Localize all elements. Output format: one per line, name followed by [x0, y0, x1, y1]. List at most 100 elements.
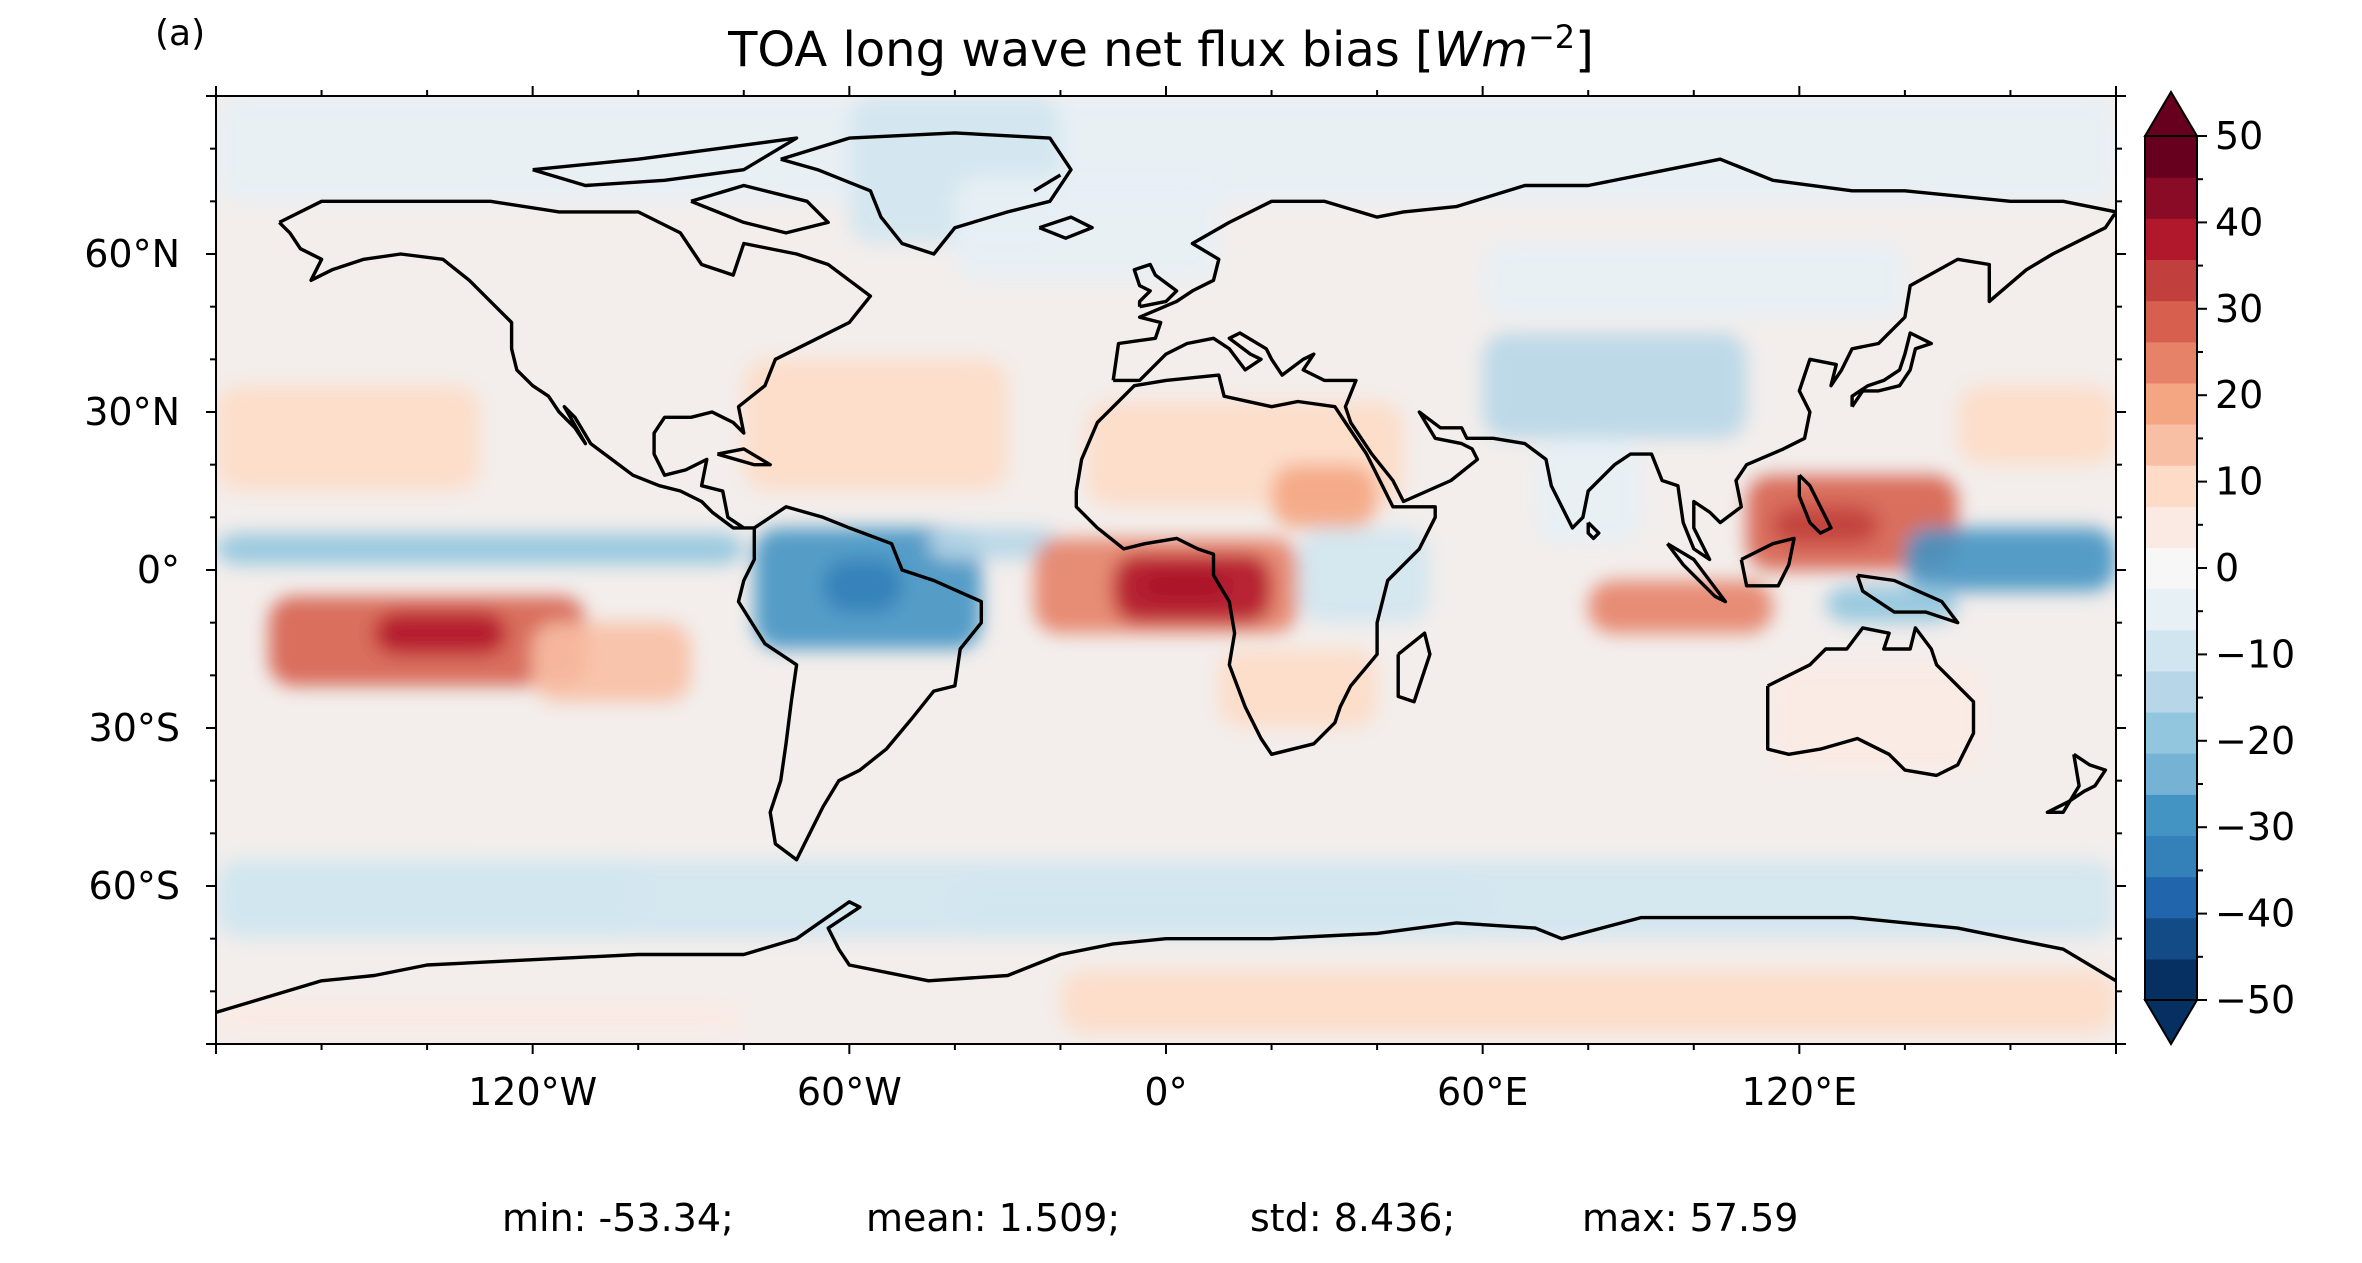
bias-patch	[928, 527, 1061, 560]
lon-tick-label: 60°E	[1437, 1070, 1528, 1114]
lon-tick-label: 60°W	[797, 1070, 902, 1114]
lon-tick-label: 0°	[1144, 1070, 1187, 1114]
colorbar-tick-label: 10	[2215, 460, 2263, 504]
stat-mean: mean: 1.509;	[866, 1196, 1121, 1240]
bias-patch	[216, 385, 480, 491]
bias-patch	[1904, 527, 2116, 592]
bias-patch	[1588, 580, 1773, 634]
chart-title: TOA long wave net flux bias [Wm−2]	[727, 18, 1594, 78]
colorbar-segment	[2145, 958, 2197, 1001]
borneo-coast	[1739, 536, 1796, 588]
stat-std: std: 8.436;	[1250, 1196, 1456, 1240]
lat-tick-label: 60°S	[89, 864, 180, 908]
baffin-island	[690, 183, 830, 235]
colorbar-segment	[2145, 177, 2197, 219]
colorbar-segment	[2145, 300, 2197, 343]
bias-patch	[1482, 243, 1905, 318]
colorbar-segment	[2145, 547, 2197, 590]
bias-map	[216, 96, 2116, 1044]
colorbar-segment	[2145, 629, 2197, 672]
stat-min: min: -53.34;	[502, 1196, 734, 1240]
lat-tick-label: 60°N	[84, 232, 180, 276]
title-close: ]	[1575, 22, 1594, 78]
colorbar-tick-label: −20	[2215, 719, 2295, 763]
colorbar-segment	[2145, 917, 2197, 960]
philippines-coast	[1797, 473, 1833, 535]
colorbar-segment	[2145, 136, 2197, 178]
colorbar-segment	[2145, 465, 2197, 507]
colorbar-tick-label: −50	[2215, 978, 2295, 1022]
colorbar-tick-label: 30	[2215, 287, 2263, 331]
colorbar-segment	[2145, 588, 2197, 631]
bias-patch	[954, 175, 1219, 281]
lon-tick-label: 120°W	[468, 1070, 597, 1114]
eurasia-coast	[1111, 157, 2116, 562]
colorbar-tick-label: 0	[2215, 546, 2239, 590]
bias-patch	[1482, 333, 1747, 439]
statistics-line: min: -53.34; mean: 1.509; std: 8.436; ma…	[0, 1196, 2362, 1256]
greenland-east-islands	[1033, 173, 1062, 193]
colorbar-tick-label: −40	[2215, 892, 2295, 936]
colorbar-tick-label: 20	[2215, 373, 2263, 417]
bias-patch	[743, 359, 1008, 491]
bias-patch	[954, 886, 1483, 929]
stat-max: max: 57.59	[1582, 1196, 1799, 1240]
south-america-coast	[736, 505, 983, 862]
bias-patch	[1297, 527, 1430, 623]
panel-label: (a)	[155, 13, 205, 54]
greenland-coast	[780, 131, 1073, 256]
title-exponent: −2	[1528, 18, 1575, 56]
bias-patch	[532, 622, 691, 702]
lat-tick-label: 30°N	[84, 390, 180, 434]
new-zealand-coast	[2045, 752, 2108, 814]
sri-lanka-coast	[1586, 521, 1601, 541]
madagascar-coast	[1396, 631, 1432, 704]
colorbar-segment	[2145, 753, 2197, 795]
colorbar-extend-min	[2143, 999, 2199, 1046]
britain-coast	[1132, 262, 1179, 309]
bias-patch	[216, 533, 744, 565]
canadian-arctic-islands	[532, 136, 799, 188]
colorbar-segment	[2145, 712, 2197, 754]
colorbar-segment	[2145, 341, 2197, 384]
colorbar-segment	[2145, 835, 2197, 878]
bias-patch	[1113, 554, 1272, 623]
japan-coast	[1850, 331, 1934, 408]
bias-patch	[1772, 664, 1985, 771]
lon-tick-label: 120°E	[1742, 1070, 1858, 1114]
colorbar-segment	[2145, 382, 2197, 425]
australia-coast	[1765, 626, 1976, 778]
colorbar-segment	[2145, 424, 2197, 466]
lat-tick-label: 30°S	[89, 706, 180, 750]
colorbar-segment	[2145, 506, 2197, 549]
longitude-axis: 120°W 60°W 0° 60°E 120°E	[215, 86, 2117, 1114]
lat-tick-label: 0°	[137, 548, 180, 592]
bias-patch	[822, 559, 903, 613]
colorbar-tick-label: −30	[2215, 805, 2295, 849]
new-guinea-coast	[1855, 573, 1960, 625]
colorbar-segment	[2145, 876, 2197, 919]
bias-patch	[1772, 506, 1879, 544]
sumatra-coast	[1666, 542, 1728, 604]
bias-patch	[1957, 385, 2116, 465]
title-text: TOA long wave net flux bias [	[727, 22, 1434, 78]
coastlines	[216, 131, 2116, 1015]
antarctica-coast	[216, 900, 2116, 1015]
colorbar-segment	[2145, 794, 2197, 837]
colorbar-segment	[2145, 259, 2197, 302]
colorbar-tick-label: −10	[2215, 632, 2295, 676]
north-america-coast	[278, 199, 873, 530]
colorbar-tick-label: 50	[2215, 114, 2263, 158]
bias-patch	[1060, 970, 2116, 1034]
latitude-axis: 60°N 30°N 0° 30°S 60°S	[84, 95, 2126, 1045]
colorbar-segment	[2145, 670, 2197, 713]
bias-patch	[1271, 464, 1378, 528]
colorbar: 50 40 30 20 10 0 −10 −20 −30 −40 −50	[2143, 90, 2295, 1046]
title-unit: Wm	[1434, 22, 1528, 78]
bias-patch	[216, 859, 639, 929]
bias-patch	[216, 1001, 744, 1034]
bias-patch	[1218, 649, 1378, 728]
colorbar-segment	[2145, 218, 2197, 261]
colorbar-tick-label: 40	[2215, 200, 2263, 244]
